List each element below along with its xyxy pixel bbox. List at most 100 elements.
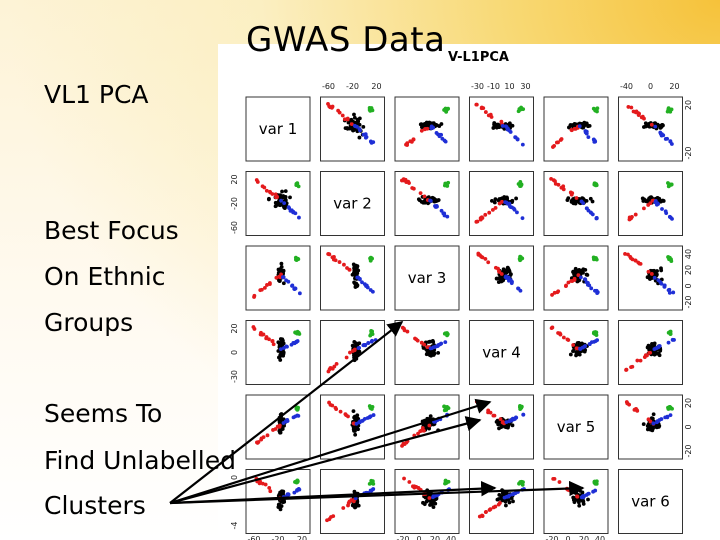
- point: [586, 491, 591, 496]
- point: [355, 117, 360, 122]
- left-tick-label: 0: [230, 475, 239, 480]
- point: [566, 338, 571, 342]
- point: [363, 135, 368, 140]
- top-tick-label: 10: [504, 82, 514, 91]
- point: [260, 481, 265, 486]
- point: [369, 478, 374, 483]
- point: [286, 205, 291, 210]
- point: [636, 113, 641, 117]
- point: [573, 201, 578, 206]
- point: [585, 206, 589, 211]
- point: [493, 265, 498, 270]
- point: [593, 183, 598, 188]
- variable-label: var 6: [631, 493, 670, 511]
- bottom-tick-label: 0: [565, 535, 570, 540]
- point: [296, 413, 301, 418]
- point: [296, 330, 301, 335]
- point: [504, 195, 509, 200]
- panel-4-2: [320, 320, 385, 385]
- point: [486, 113, 491, 118]
- top-tick-label: -40: [620, 82, 633, 91]
- panel-frame: [245, 96, 311, 162]
- point: [594, 215, 599, 220]
- point: [487, 210, 492, 215]
- point: [583, 277, 587, 282]
- point: [334, 362, 339, 366]
- panel-frame: [320, 171, 385, 236]
- point: [262, 286, 267, 290]
- point: [346, 414, 350, 419]
- bottom-tick-label: -20: [271, 535, 284, 540]
- point: [626, 105, 631, 109]
- point: [587, 283, 592, 288]
- panel-1-2: [320, 96, 385, 162]
- point: [502, 495, 507, 500]
- top-tick-label: -20: [346, 82, 359, 91]
- point: [271, 342, 276, 347]
- panel-4-5: [543, 320, 609, 385]
- point: [278, 430, 282, 435]
- point: [488, 507, 493, 512]
- point: [428, 198, 432, 203]
- panel-3-4: [469, 245, 534, 311]
- point: [474, 399, 479, 404]
- point: [553, 179, 557, 184]
- point: [504, 503, 508, 508]
- point: [490, 198, 494, 203]
- point: [663, 209, 668, 214]
- point: [337, 260, 342, 264]
- point: [281, 341, 286, 346]
- point: [327, 517, 332, 522]
- panel-3-3: var 3: [394, 245, 460, 311]
- point: [660, 122, 665, 127]
- point: [666, 340, 671, 345]
- top-tick-label: 30: [520, 82, 530, 91]
- right-tick-label: 20: [684, 100, 693, 110]
- right-tick-label: -20: [684, 295, 693, 308]
- point: [584, 121, 589, 126]
- point: [293, 286, 298, 291]
- point: [641, 422, 646, 427]
- point: [518, 107, 523, 112]
- point: [491, 505, 496, 510]
- point: [654, 346, 659, 350]
- panel-2-3: [394, 171, 460, 236]
- point: [572, 126, 577, 131]
- point: [594, 257, 599, 262]
- panel-5-6: [618, 394, 683, 460]
- point: [352, 127, 357, 132]
- point: [265, 283, 269, 287]
- point: [279, 350, 283, 355]
- point: [657, 198, 662, 202]
- point: [507, 128, 512, 133]
- point: [572, 499, 577, 503]
- point: [427, 496, 432, 500]
- point: [663, 137, 668, 141]
- point: [348, 126, 352, 131]
- point: [646, 269, 651, 274]
- point: [564, 284, 568, 289]
- point: [589, 286, 594, 291]
- bottom-tick-label: 40: [446, 535, 456, 540]
- point: [584, 129, 589, 134]
- point: [422, 194, 427, 199]
- point: [593, 288, 597, 293]
- point: [508, 205, 513, 210]
- point: [514, 196, 518, 201]
- point: [670, 337, 675, 342]
- left-tick-label: -30: [230, 370, 239, 383]
- point: [368, 488, 373, 493]
- point: [270, 192, 275, 196]
- point: [668, 329, 673, 334]
- point: [590, 199, 595, 204]
- point: [483, 510, 488, 515]
- point: [499, 279, 504, 284]
- point: [662, 283, 667, 288]
- annotation-arrow-3: [169, 416, 482, 505]
- point: [414, 484, 419, 489]
- point: [259, 437, 264, 442]
- point: [550, 293, 554, 297]
- point: [642, 206, 646, 211]
- point: [422, 127, 427, 132]
